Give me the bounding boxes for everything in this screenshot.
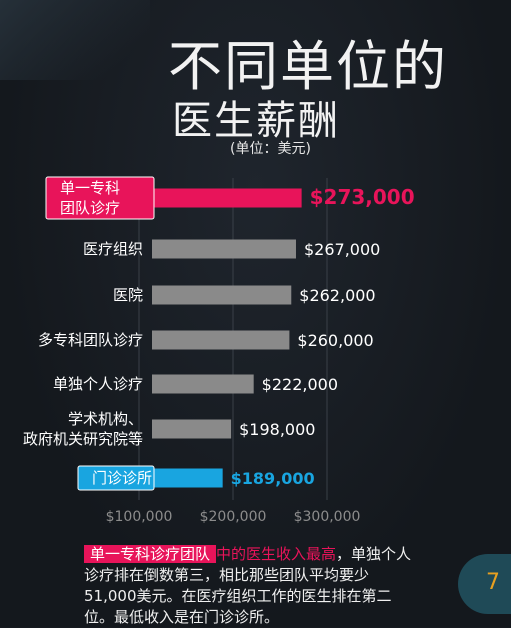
category-label: 团队诊疗	[60, 199, 120, 217]
page-number: 7	[486, 570, 500, 595]
callout-highlight: 单一专科诊疗团队	[84, 545, 217, 563]
category-label: 单一专科	[60, 179, 120, 197]
callout-text: 单一专科诊疗团队 中的医生收入最高，单独个人诊疗排在倒数第三，相比那些团队平均要少…	[84, 544, 414, 628]
category-label: 政府机关研究院等	[23, 430, 143, 448]
value-label: $260,000	[297, 331, 373, 350]
x-tick-label: $100,000	[106, 509, 173, 525]
bar	[152, 285, 292, 305]
bar	[152, 239, 296, 259]
value-label: $262,000	[299, 286, 375, 305]
category-label: 医院	[113, 286, 143, 304]
category-label-box	[45, 176, 155, 220]
category-label: 医疗组织	[83, 240, 143, 258]
corner-decoration	[0, 0, 150, 80]
value-label: $198,000	[239, 420, 315, 439]
unit-label: (单位：美元)	[230, 141, 311, 157]
category-label: 门诊诊所	[92, 469, 152, 487]
value-label: $189,000	[231, 469, 315, 488]
value-label: $273,000	[310, 185, 415, 209]
category-label-box	[77, 465, 155, 491]
value-label: $222,000	[262, 375, 338, 394]
callout-pink-text: 中的医生收入最高	[216, 545, 337, 563]
title-line-1: 不同单位的	[168, 35, 448, 98]
bar	[152, 419, 232, 439]
page-tab	[458, 554, 511, 614]
category-label: 学术机构、	[68, 410, 143, 428]
bar	[152, 468, 223, 488]
callout-rest: ，单独个人诊疗排在倒数第三，相比那些团队平均要少51,000美元。在医疗组织工作…	[84, 545, 412, 626]
x-tick-label: $300,000	[294, 509, 361, 525]
x-tick-label: $200,000	[200, 509, 267, 525]
bar	[152, 330, 290, 350]
title-line-2: 医生薪酬	[172, 98, 340, 144]
bar	[152, 374, 254, 394]
category-label: 多专科团队诊疗	[38, 331, 143, 349]
value-label: $267,000	[304, 240, 380, 259]
category-label: 单独个人诊疗	[53, 375, 143, 393]
bar	[152, 188, 302, 208]
